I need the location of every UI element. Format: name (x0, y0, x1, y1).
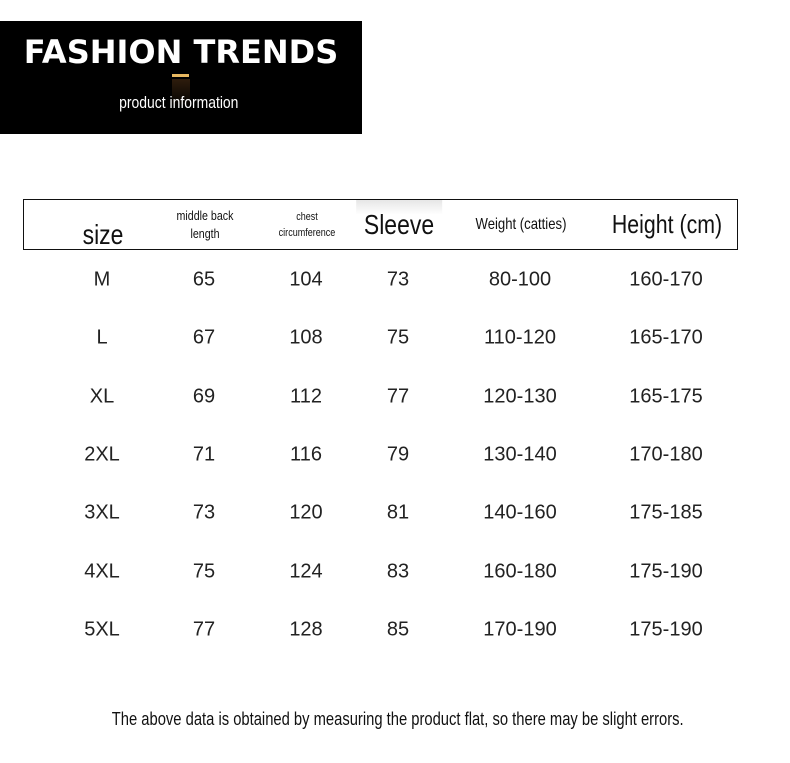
cell-chest: 112 (290, 385, 322, 408)
cell-weight: 110-120 (484, 326, 556, 349)
header-weight: Weight (catties) (475, 215, 567, 233)
cell-height: 170-180 (629, 443, 703, 466)
footer-note: The above data is obtained by measuring … (111, 709, 684, 729)
cell-sleeve: 79 (386, 443, 410, 466)
banner-title: FASHION TRENDS (23, 33, 339, 71)
cell-weight: 130-140 (483, 443, 557, 466)
banner: FASHION TRENDS product information (0, 21, 362, 134)
cell-size: L (96, 326, 108, 349)
cell-chest: 108 (289, 326, 323, 349)
cell-chest: 124 (289, 560, 323, 582)
cell-sleeve: 75 (386, 326, 410, 349)
cell-size: 5XL (84, 618, 120, 641)
cell-sleeve: 83 (386, 560, 410, 582)
cell-middle-back-length: 69 (192, 385, 216, 408)
cell-height: 175-185 (629, 501, 703, 524)
cell-size: 3XL (84, 501, 120, 524)
cell-weight: 170-190 (483, 618, 557, 641)
cell-middle-back-length: 73 (192, 501, 216, 524)
cell-size: 4XL (84, 560, 120, 582)
cell-chest: 128 (289, 618, 323, 641)
cell-sleeve: 85 (386, 618, 410, 641)
cell-height: 175-190 (629, 560, 703, 582)
header-middle-back-length: middle back length (176, 207, 234, 241)
banner-subtitle: product information (0, 93, 358, 113)
cell-middle-back-length: 77 (192, 618, 216, 641)
cell-weight: 160-180 (483, 560, 557, 582)
cell-middle-back-length: 65 (192, 268, 216, 291)
cell-chest: 104 (289, 268, 323, 291)
cell-size: XL (89, 385, 115, 408)
cell-height: 160-170 (629, 268, 703, 291)
header-sleeve: Sleeve (356, 200, 442, 249)
cell-weight: 120-130 (483, 385, 557, 408)
cell-size: M (93, 268, 111, 291)
cell-height: 165-175 (629, 385, 703, 408)
header-chest-circumference: chest circumference (278, 210, 336, 239)
cell-sleeve: 73 (386, 268, 410, 291)
cell-sleeve: 77 (386, 385, 410, 408)
cell-size: 2XL (84, 443, 120, 466)
cell-weight: 140-160 (483, 501, 557, 524)
cell-middle-back-length: 75 (192, 560, 216, 582)
cell-sleeve: 81 (386, 501, 410, 524)
glow-decoration (172, 79, 190, 107)
cell-height: 175-190 (629, 618, 703, 641)
cell-chest: 116 (290, 443, 322, 466)
cell-middle-back-length: 71 (192, 443, 216, 466)
header-height: Height (cm) (611, 209, 723, 239)
header-size: size (82, 218, 124, 250)
cell-chest: 120 (289, 501, 323, 524)
banner-subtitle-text: product information (119, 93, 239, 112)
cell-height: 165-170 (629, 326, 703, 349)
accent-bar (172, 74, 189, 77)
table-header: size middle back length chest circumfere… (23, 199, 738, 250)
cell-middle-back-length: 67 (192, 326, 216, 349)
cell-weight: 80-100 (488, 268, 552, 291)
